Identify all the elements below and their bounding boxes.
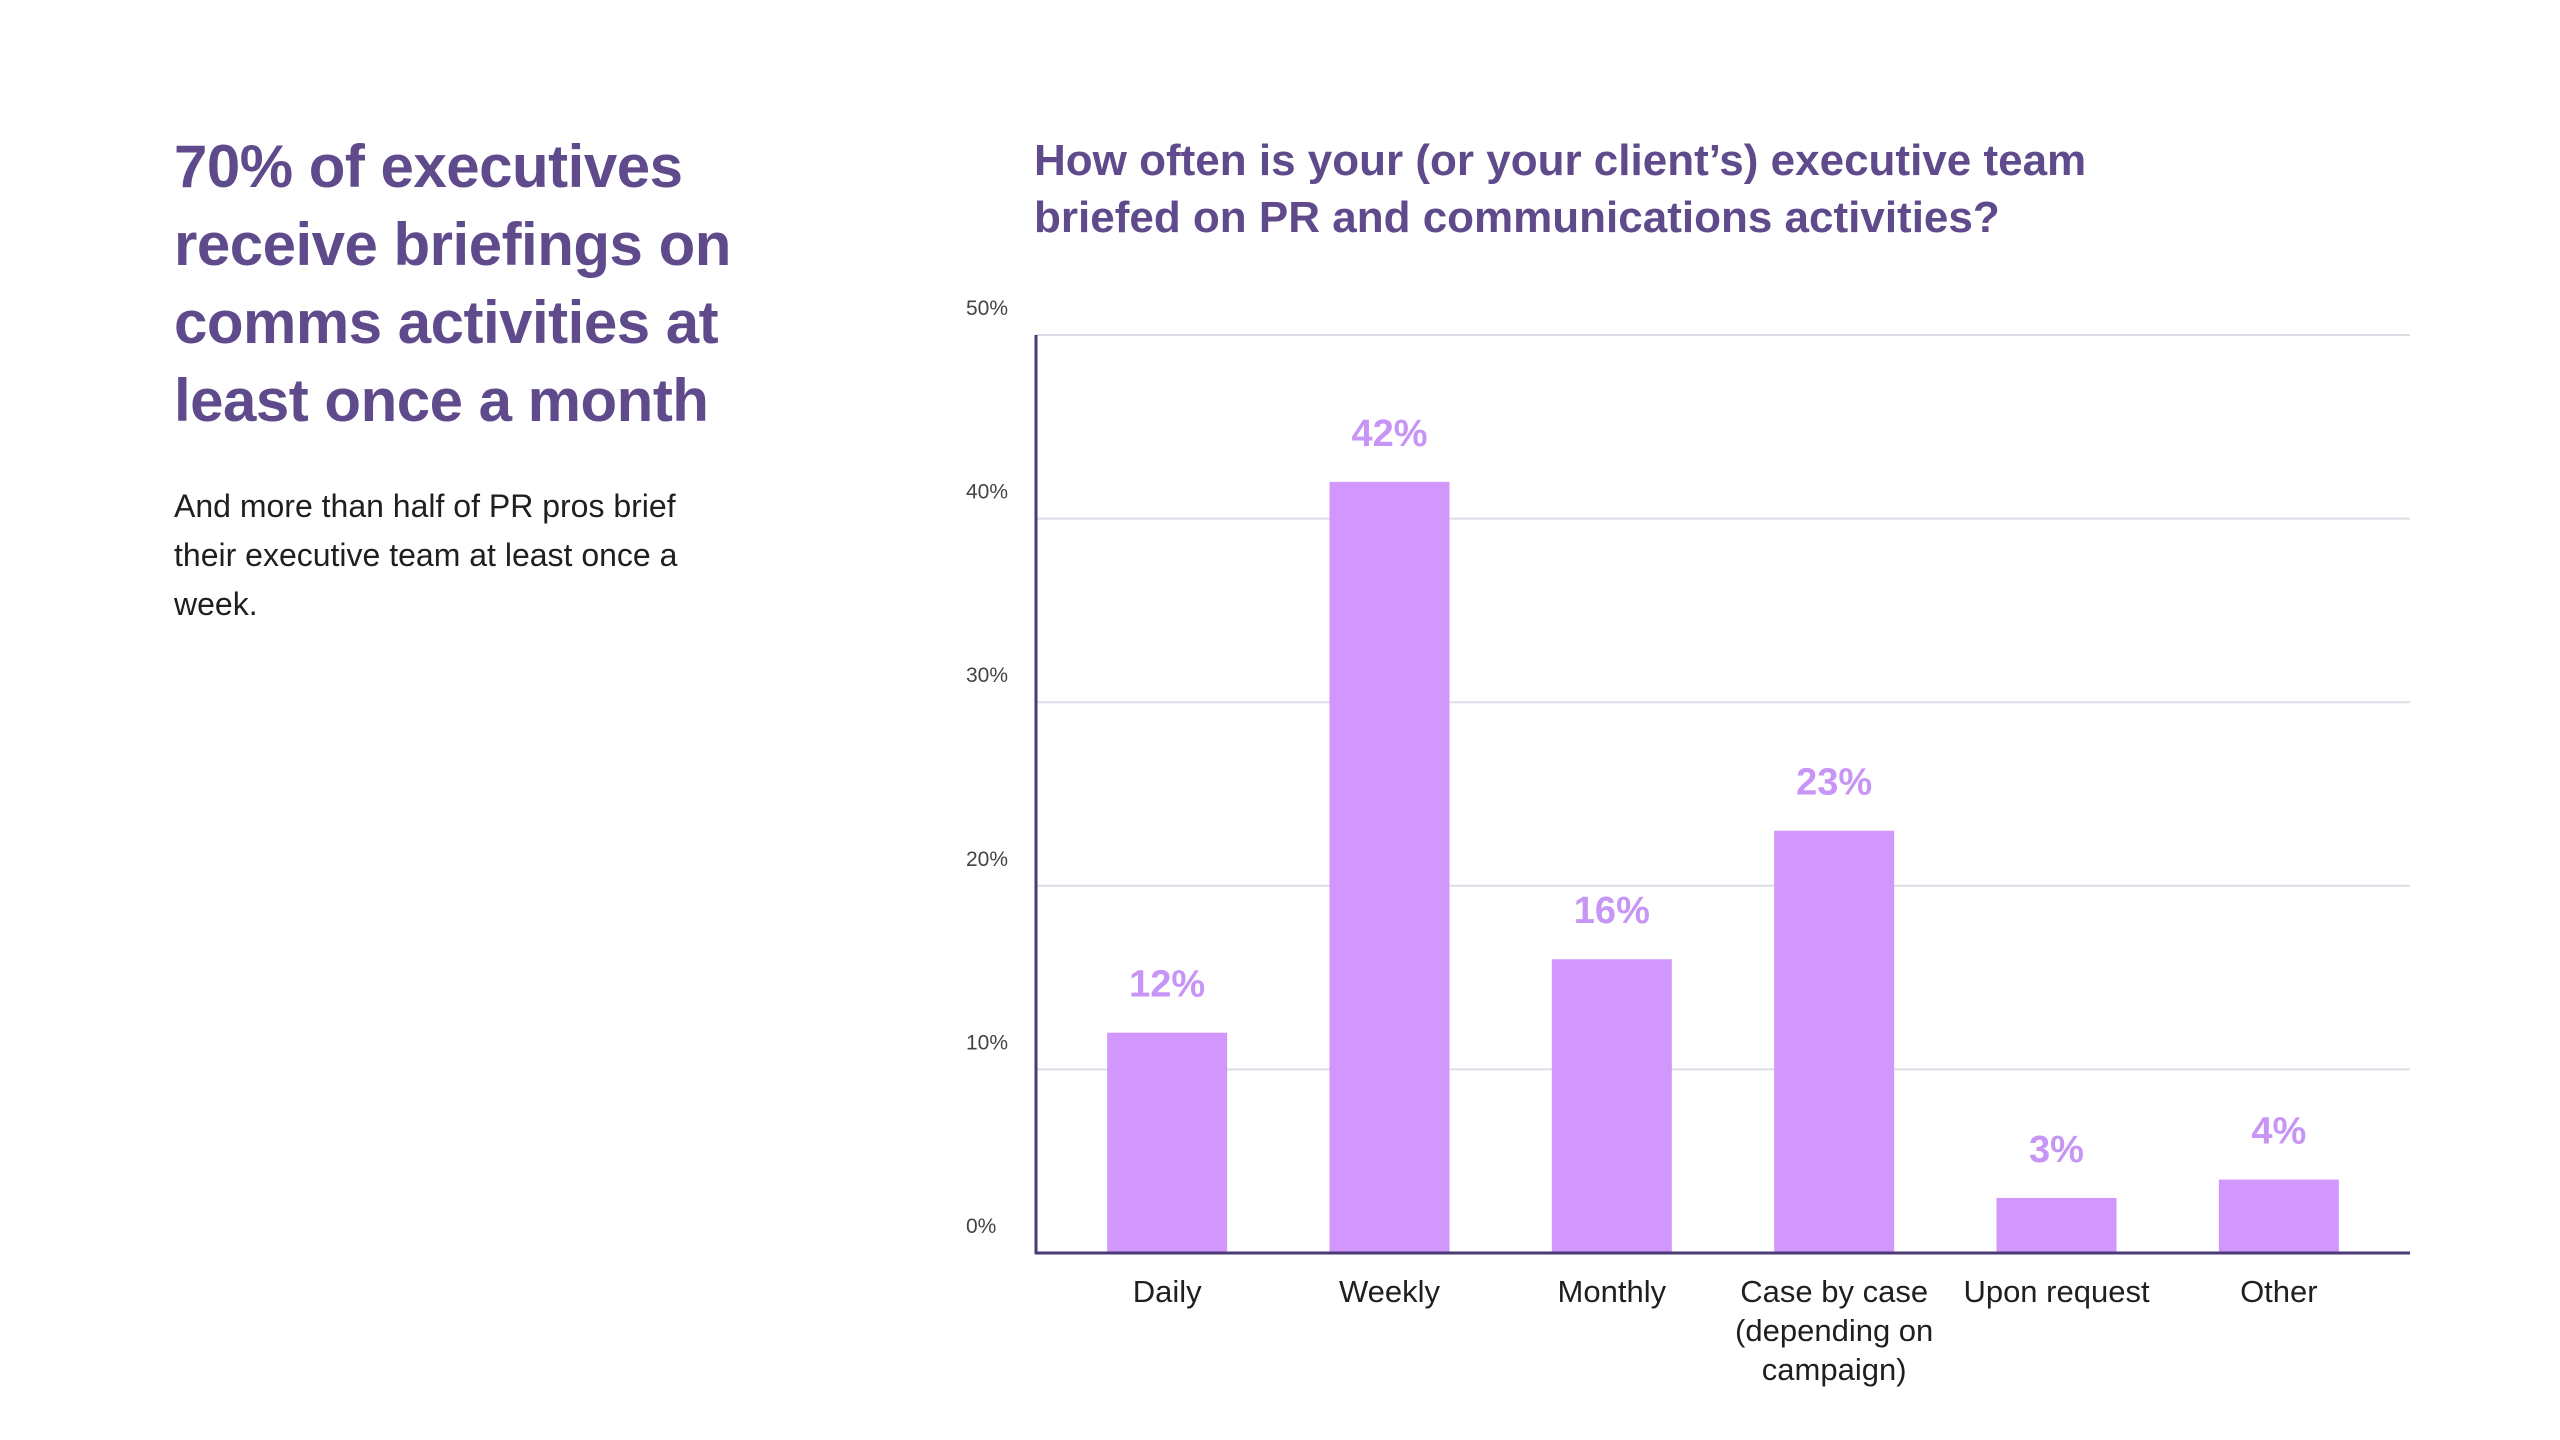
bar xyxy=(2218,1179,2339,1253)
bar xyxy=(1107,1032,1228,1253)
x-category-label: Weekly xyxy=(1339,1274,1441,1309)
x-category-label-line: (depending on xyxy=(1735,1313,1933,1348)
headline: 70% of executives receive briefings on c… xyxy=(174,133,731,434)
x-category-label: Monthly xyxy=(1558,1274,1667,1309)
x-category-label: Upon request xyxy=(1963,1274,2150,1309)
bar xyxy=(1329,481,1450,1253)
y-tick-label: 10% xyxy=(966,1031,1008,1054)
data-label: 12% xyxy=(1129,964,1205,1006)
y-tick-label: 0% xyxy=(966,1215,996,1238)
data-label: 23% xyxy=(1796,762,1872,804)
data-label: 4% xyxy=(2251,1111,2306,1153)
x-category-label: Daily xyxy=(1133,1274,1202,1309)
x-category-label-line: Monthly xyxy=(1558,1274,1667,1309)
y-tick-label: 30% xyxy=(966,664,1008,687)
labels: 0% 10% 20% 30% 40% 50% 12% Daily 42% Weekly 16% Mon… xyxy=(966,297,2318,1387)
y-tick-label: 50% xyxy=(966,297,1008,320)
y-tick-label: 20% xyxy=(966,848,1008,871)
axes xyxy=(1034,335,2410,1255)
data-label: 42% xyxy=(1351,413,1427,455)
bar xyxy=(1551,959,1672,1253)
x-category-label-line: Daily xyxy=(1133,1274,1202,1309)
bar xyxy=(1996,1197,2117,1253)
gridlines xyxy=(1036,334,2410,1071)
x-category-label-line: Case by case xyxy=(1740,1274,1928,1309)
x-category-label: Other xyxy=(2240,1274,2318,1309)
subtext: And more than half of PR pros brief thei… xyxy=(174,488,678,622)
bars xyxy=(1107,481,2339,1253)
data-label: 3% xyxy=(2029,1129,2084,1171)
x-category-label: Case by case (depending on campaign) xyxy=(1735,1274,1933,1387)
chart-title: How often is your (or your client’s) exe… xyxy=(1034,136,2087,242)
x-category-label-line: Upon request xyxy=(1963,1274,2150,1309)
x-category-label-line: Other xyxy=(2240,1274,2318,1309)
bar xyxy=(1774,830,1895,1253)
x-category-label-line: campaign) xyxy=(1762,1352,1907,1387)
y-tick-label: 40% xyxy=(966,481,1008,504)
data-label: 16% xyxy=(1574,890,1650,932)
x-category-label-line: Weekly xyxy=(1339,1274,1441,1309)
